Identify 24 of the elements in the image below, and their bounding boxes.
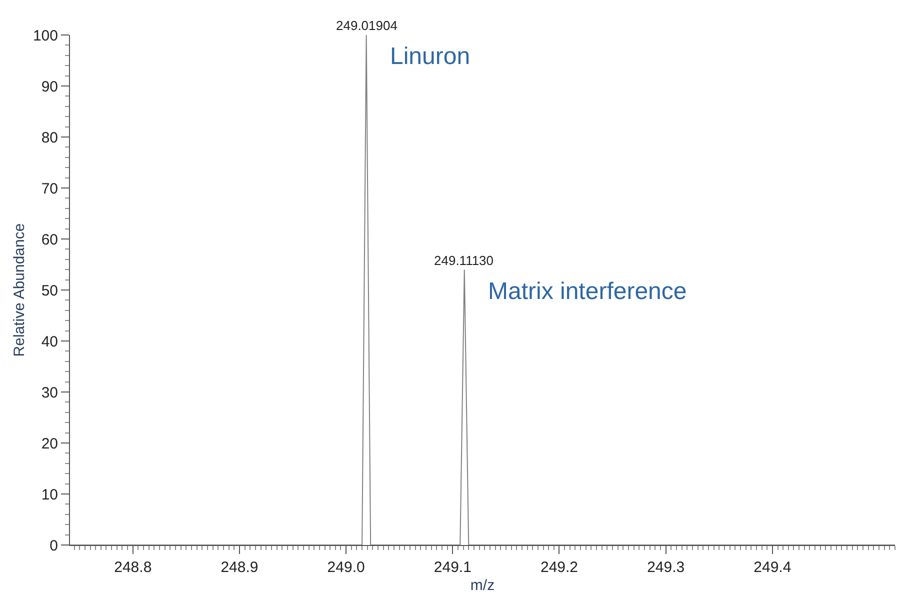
annotation: 249.11130 bbox=[434, 253, 494, 268]
annotation: 249.01904 bbox=[336, 18, 398, 33]
y-axis-title: Relative Abundance bbox=[11, 223, 28, 357]
y-tick-label: 80 bbox=[41, 129, 58, 146]
x-tick-label: 248.8 bbox=[114, 559, 152, 576]
y-tick-label: 10 bbox=[41, 486, 58, 504]
x-tick-label: 249.4 bbox=[754, 559, 792, 576]
x-tick-label: 248.9 bbox=[220, 559, 258, 576]
x-tick-label: 249.0 bbox=[327, 559, 365, 576]
y-tick-label: 60 bbox=[41, 231, 58, 248]
y-tick-label: 20 bbox=[41, 435, 58, 452]
y-tick-label: 70 bbox=[41, 180, 58, 198]
y-tick-label: 0 bbox=[50, 537, 58, 554]
x-axis-title: m/z bbox=[470, 577, 495, 594]
x-tick-label: 249.2 bbox=[540, 559, 578, 576]
x-tick-label: 249.1 bbox=[434, 559, 472, 576]
y-tick-label: 100 bbox=[32, 27, 58, 44]
y-tick-label: 50 bbox=[41, 282, 58, 300]
x-tick-label: 249.3 bbox=[647, 559, 685, 576]
annotation: Matrix interference bbox=[488, 278, 687, 305]
y-tick-label: 90 bbox=[41, 78, 58, 96]
y-tick-label: 30 bbox=[41, 384, 58, 402]
y-tick-label: 40 bbox=[41, 333, 58, 350]
annotation: Linuron bbox=[390, 43, 470, 70]
